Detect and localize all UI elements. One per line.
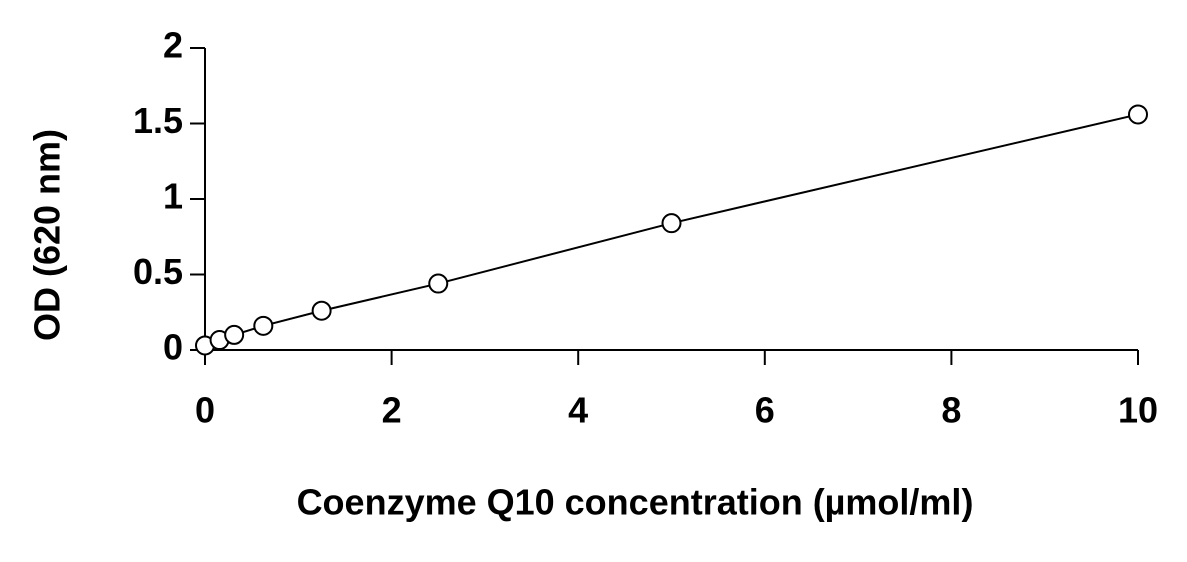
x-tick-label: 4: [568, 390, 588, 431]
y-tick-label: 0: [163, 327, 183, 368]
point: [311, 300, 332, 321]
x-axis-title: Coenzyme Q10 concentration (µmol/ml): [297, 482, 974, 523]
y-tick-label: 2: [163, 25, 183, 66]
y-axis-title: OD (620 nm): [27, 129, 68, 341]
x-tick-label: 0: [195, 390, 215, 431]
point: [428, 273, 449, 294]
x-tick-label: 10: [1118, 390, 1158, 431]
x-tick-label: 8: [941, 390, 961, 431]
y-tick-label: 1.5: [133, 100, 183, 141]
point: [253, 315, 274, 336]
x-tick-label: 6: [755, 390, 775, 431]
point: [1128, 104, 1148, 125]
point: [224, 324, 245, 345]
x-tick-label: 2: [382, 390, 402, 431]
y-tick-label: 1: [163, 176, 183, 217]
y-tick-label: 0.5: [133, 251, 183, 292]
point: [661, 213, 682, 234]
